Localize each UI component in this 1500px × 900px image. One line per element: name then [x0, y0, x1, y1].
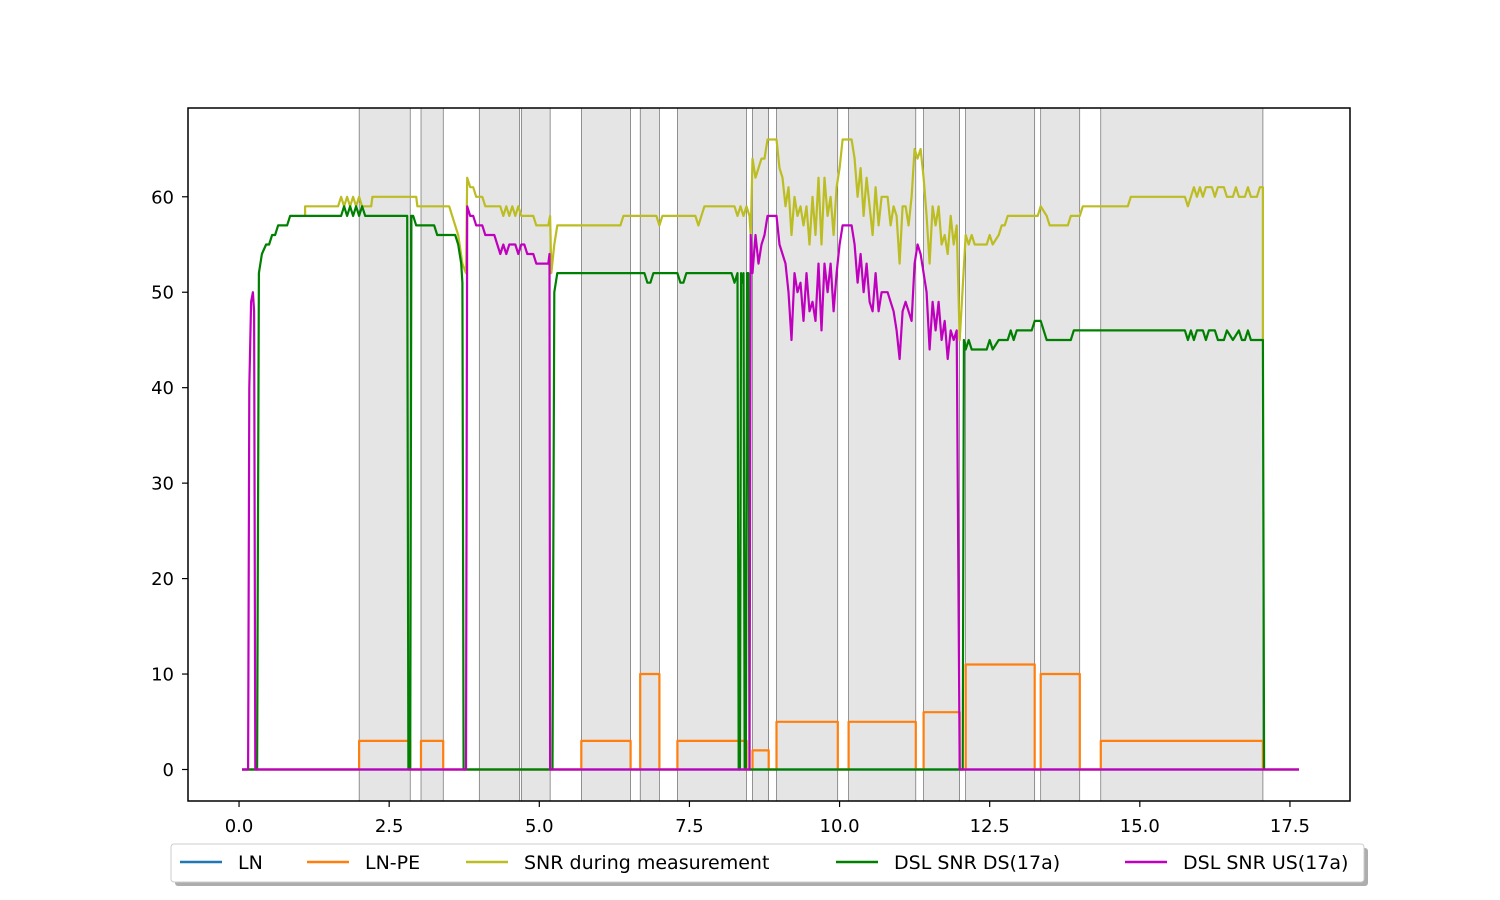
- series-line-snr-during-measurement: [304, 138, 1264, 342]
- legend-label: DSL SNR DS(17a): [894, 852, 1060, 874]
- plot-frame: [187, 107, 1351, 802]
- legend-label: SNR during measurement: [524, 852, 769, 874]
- y-tick-label: 0: [163, 760, 174, 781]
- y-tick-label: 60: [151, 187, 174, 208]
- shaded-interval-13: [1100, 107, 1264, 802]
- shaded-interval-10: [923, 107, 960, 802]
- shaded-interval-6: [677, 107, 747, 802]
- y-tick-label: 40: [151, 378, 174, 399]
- x-tick-label: 5.0: [525, 816, 554, 837]
- shaded-interval-11: [965, 107, 1036, 802]
- shaded-interval-7: [752, 107, 769, 802]
- shaded-interval-4: [581, 107, 631, 802]
- x-tick-label: 12.5: [970, 816, 1010, 837]
- series-line-dsl-snr-us-17a: [242, 205, 1299, 771]
- legend-label: DSL SNR US(17a): [1183, 852, 1348, 874]
- shaded-interval-1: [420, 107, 444, 802]
- y-tick-label: 10: [151, 665, 174, 686]
- y-tick-label: 50: [151, 283, 174, 304]
- series-lines: [242, 138, 1299, 771]
- x-tick-label: 2.5: [375, 816, 404, 837]
- shaded-interval-5: [639, 107, 660, 802]
- legend-label: LN-PE: [365, 852, 420, 874]
- shaded-interval-3: [520, 107, 551, 802]
- x-tick-label: 15.0: [1120, 816, 1160, 837]
- x-tick-label: 10.0: [820, 816, 860, 837]
- y-tick-label: 20: [151, 569, 174, 590]
- x-tick-label: 17.5: [1270, 816, 1310, 837]
- x-tick-label: 7.5: [675, 816, 704, 837]
- legend-box: [170, 843, 1365, 883]
- legend: LN LN-PE SNR during measurement DSL SNR DS(…: [170, 843, 1368, 886]
- shaded-interval-0: [358, 107, 411, 802]
- x-tick-label: 0.0: [225, 816, 254, 837]
- shaded-intervals: [358, 107, 1264, 802]
- x-axis: 0.0 2.5 5.0 7.5 10.0 12.5 15.0 17.5: [225, 801, 1310, 837]
- y-tick-label: 30: [151, 474, 174, 495]
- shaded-interval-12: [1040, 107, 1081, 802]
- y-axis: 0 10 20 30 40 50 60: [151, 187, 188, 781]
- legend-label: LN: [238, 852, 263, 874]
